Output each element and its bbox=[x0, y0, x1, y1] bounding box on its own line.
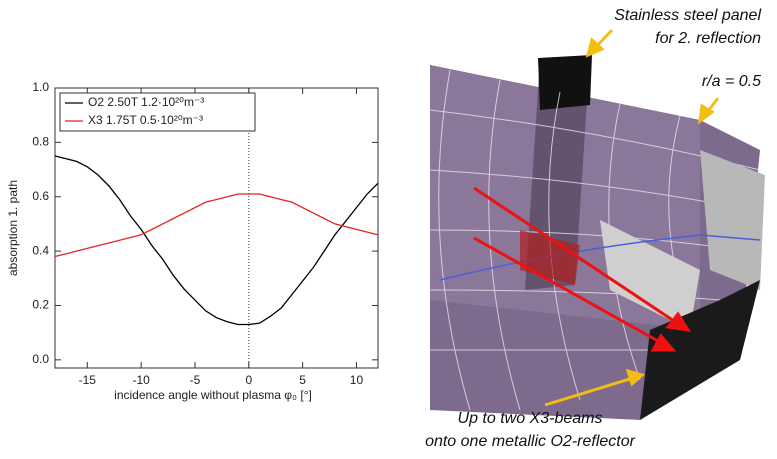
annotation: Stainless steel panel bbox=[614, 7, 761, 24]
annotation: for 2. reflection bbox=[655, 30, 761, 47]
y-tick-label: 0.8 bbox=[32, 135, 49, 149]
x-tick-label: -15 bbox=[79, 373, 97, 387]
series-line bbox=[54, 193, 379, 258]
x-tick-label: -10 bbox=[132, 373, 150, 387]
y-tick-label: 0.4 bbox=[32, 243, 49, 257]
legend-box bbox=[59, 92, 256, 132]
y-tick-label: 0.0 bbox=[32, 352, 49, 366]
yellow-arrows bbox=[544, 28, 720, 407]
y-tick-label: 0.2 bbox=[32, 298, 49, 312]
red-arrows bbox=[473, 186, 691, 352]
legend-label: O2 2.50T 1.2·10²⁰m⁻³ bbox=[88, 95, 204, 109]
beams bbox=[600, 220, 700, 330]
x-tick-label: 5 bbox=[299, 373, 306, 387]
reflector bbox=[640, 280, 760, 420]
series-line bbox=[54, 155, 379, 326]
x-tick-label: -5 bbox=[190, 373, 201, 387]
y-tick-label: 0.6 bbox=[32, 189, 49, 203]
annotation: r/a = 0.5 bbox=[702, 73, 761, 90]
x-axis-label: incidence angle without plasma φ₀ [°] bbox=[114, 388, 312, 402]
annotation: Up to two X3-beams bbox=[458, 410, 603, 427]
port bbox=[700, 150, 765, 290]
y-tick-label: 1.0 bbox=[32, 80, 49, 94]
x-tick-label: 0 bbox=[245, 373, 252, 387]
steel-panel bbox=[538, 55, 592, 110]
y-axis-label: absorption 1. path bbox=[6, 180, 20, 276]
legend-label: X3 1.75T 0.5·10²⁰m⁻³ bbox=[88, 113, 203, 127]
x-tick-label: 10 bbox=[350, 373, 364, 387]
plot-frame bbox=[54, 87, 379, 369]
illustration: Stainless steel panel for 2. reflection … bbox=[425, 7, 765, 450]
annotation: onto one metallic O2-reflector bbox=[425, 433, 636, 450]
